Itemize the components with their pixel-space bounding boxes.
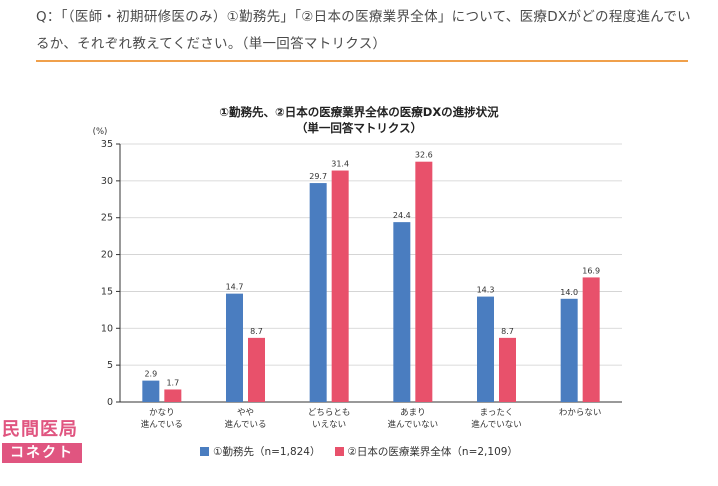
data-label: 14.7 (226, 283, 244, 292)
y-tick-label: 25 (101, 213, 113, 224)
data-label: 16.9 (582, 266, 600, 275)
data-label: 8.7 (501, 327, 514, 336)
question-divider (36, 60, 688, 62)
y-tick-label: 10 (101, 323, 113, 334)
x-tick-label: 進んでいる (141, 420, 183, 430)
y-tick-label: 30 (101, 176, 113, 187)
data-label: 2.9 (144, 370, 157, 379)
y-tick-label: 5 (107, 360, 113, 371)
data-label: 1.7 (166, 378, 179, 387)
y-tick-label: 35 (101, 139, 113, 150)
data-label: 14.0 (560, 288, 578, 297)
bar-series2 (582, 277, 600, 402)
x-tick-label: 進んでいる (224, 420, 266, 430)
y-axis-label: (%) (93, 127, 108, 137)
chart-subtitle: （単一回答マトリクス） (295, 121, 423, 135)
bar-series2 (415, 161, 433, 402)
question-text: Q：「（医師・初期研修医のみ）①勤務先」「②日本の医療業界全体」について、医療D… (36, 9, 691, 52)
logo-bottom-text: コネクト (2, 443, 82, 463)
bar-series1 (142, 380, 160, 402)
bar-series1 (309, 183, 327, 402)
bar-series2 (499, 337, 516, 402)
legend-swatch-series1 (200, 447, 210, 456)
x-tick-label: どちらとも (308, 408, 351, 418)
data-label: 14.3 (477, 286, 495, 295)
bar-series1 (560, 298, 578, 402)
x-tick-label: いえない (312, 420, 346, 430)
bar-series2 (331, 170, 349, 402)
x-tick-label: まったく (480, 408, 514, 418)
bar-series1 (226, 293, 243, 402)
y-tick-label: 15 (101, 286, 113, 297)
legend-swatch-series2 (334, 447, 344, 456)
brand-logo: 民間医局 コネクト (2, 420, 88, 463)
data-label: 32.6 (415, 151, 433, 160)
bar-series2 (164, 389, 182, 402)
logo-top-text: 民間医局 (2, 419, 78, 440)
legend-item-series2: ②日本の医療業界全体（n=2,109） (334, 444, 518, 459)
x-tick-label: 進んでいない (471, 420, 522, 430)
data-label: 8.7 (250, 327, 263, 336)
bar-series2 (248, 337, 265, 402)
x-tick-label: わからない (559, 408, 602, 418)
legend-label-series1: ①勤務先（n=1,824） (213, 446, 321, 458)
chart-title: ①勤務先、②日本の医療業界全体の医療DXの進捗状況 (219, 105, 499, 119)
legend-label-series2: ②日本の医療業界全体（n=2,109） (347, 446, 518, 458)
x-tick-label: かなり (149, 408, 175, 418)
x-tick-label: 進んでいない (388, 420, 439, 430)
bar-series1 (393, 222, 411, 402)
chart-legend: ①勤務先（n=1,824） ②日本の医療業界全体（n=2,109） (0, 444, 718, 459)
x-tick-label: あまり (400, 408, 426, 418)
data-label: 31.4 (331, 160, 349, 169)
y-tick-label: 0 (107, 397, 113, 408)
data-label: 24.4 (393, 211, 411, 220)
bar-series1 (477, 296, 494, 402)
legend-item-series1: ①勤務先（n=1,824） (200, 444, 321, 459)
x-tick-label: やや (237, 408, 254, 418)
data-label: 29.7 (309, 172, 327, 181)
y-tick-label: 20 (101, 250, 113, 261)
